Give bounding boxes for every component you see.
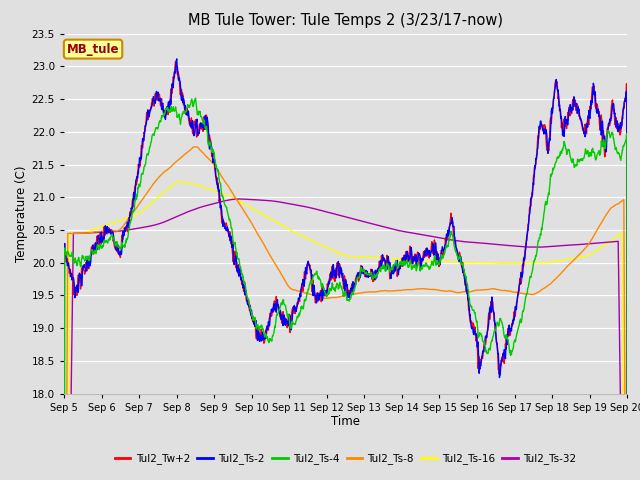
Title: MB Tule Tower: Tule Temps 2 (3/23/17-now): MB Tule Tower: Tule Temps 2 (3/23/17-now… <box>188 13 503 28</box>
Legend: Tul2_Tw+2, Tul2_Ts-2, Tul2_Ts-4, Tul2_Ts-8, Tul2_Ts-16, Tul2_Ts-32: Tul2_Tw+2, Tul2_Ts-2, Tul2_Ts-4, Tul2_Ts… <box>111 449 580 468</box>
X-axis label: Time: Time <box>331 415 360 429</box>
Y-axis label: Temperature (C): Temperature (C) <box>15 165 28 262</box>
Text: MB_tule: MB_tule <box>67 43 119 56</box>
